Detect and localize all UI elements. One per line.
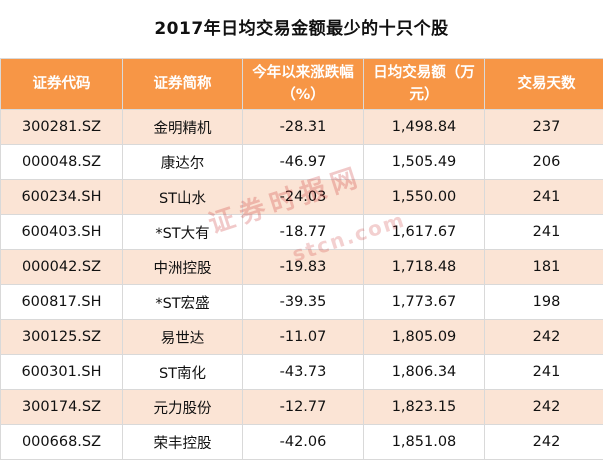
cell-name: *ST大有 <box>122 214 243 250</box>
cell-code: 600403.SH <box>0 214 123 250</box>
cell-name: 康达尔 <box>122 144 243 180</box>
cell-name: 中洲控股 <box>122 249 243 285</box>
table-row: 000048.SZ 康达尔 -46.97 1,505.49 206 <box>0 144 603 180</box>
table-row: 600301.SH ST南化 -43.73 1,806.34 241 <box>0 354 603 390</box>
cell-change: -18.77 <box>242 214 364 250</box>
table-row: 600817.SH *ST宏盛 -39.35 1,773.67 198 <box>0 284 603 320</box>
cell-trade-days: 206 <box>484 144 603 180</box>
cell-trade-days: 181 <box>484 249 603 285</box>
cell-trade-days: 241 <box>484 179 603 215</box>
cell-trade-days: 241 <box>484 354 603 390</box>
cell-code: 300174.SZ <box>0 389 123 425</box>
cell-trade-days: 237 <box>484 109 603 145</box>
cell-avg-volume: 1,773.67 <box>363 284 485 320</box>
cell-avg-volume: 1,805.09 <box>363 319 485 355</box>
page-title: 2017年日均交易金额最少的十只个股 <box>154 19 449 39</box>
cell-change: -42.06 <box>242 424 364 460</box>
table-row: 000668.SZ 荣丰控股 -42.06 1,851.08 242 <box>0 424 603 460</box>
cell-change: -43.73 <box>242 354 364 390</box>
cell-avg-volume: 1,806.34 <box>363 354 485 390</box>
cell-change: -39.35 <box>242 284 364 320</box>
cell-name: 易世达 <box>122 319 243 355</box>
cell-name: ST山水 <box>122 179 243 215</box>
cell-avg-volume: 1,550.00 <box>363 179 485 215</box>
cell-change: -46.97 <box>242 144 364 180</box>
cell-trade-days: 198 <box>484 284 603 320</box>
cell-avg-volume: 1,617.67 <box>363 214 485 250</box>
cell-avg-volume: 1,823.15 <box>363 389 485 425</box>
cell-trade-days: 242 <box>484 319 603 355</box>
cell-code: 000668.SZ <box>0 424 123 460</box>
cell-code: 300125.SZ <box>0 319 123 355</box>
cell-code: 600234.SH <box>0 179 123 215</box>
table-row: 000042.SZ 中洲控股 -19.83 1,718.48 181 <box>0 249 603 285</box>
cell-code: 000048.SZ <box>0 144 123 180</box>
cell-code: 600301.SH <box>0 354 123 390</box>
header-name: 证券简称 <box>122 58 243 110</box>
cell-change: -24.03 <box>242 179 364 215</box>
cell-trade-days: 242 <box>484 389 603 425</box>
cell-name: 金明精机 <box>122 109 243 145</box>
cell-name: 荣丰控股 <box>122 424 243 460</box>
cell-avg-volume: 1,718.48 <box>363 249 485 285</box>
table-header-row: 证券代码 证券简称 今年以来涨跌幅（%） 日均交易额（万元） 交易天数 <box>0 58 603 110</box>
cell-change: -28.31 <box>242 109 364 145</box>
header-trade-days: 交易天数 <box>484 58 603 110</box>
table-row: 300281.SZ 金明精机 -28.31 1,498.84 237 <box>0 109 603 145</box>
cell-name: 元力股份 <box>122 389 243 425</box>
table-row: 300125.SZ 易世达 -11.07 1,805.09 242 <box>0 319 603 355</box>
cell-name: *ST宏盛 <box>122 284 243 320</box>
cell-name: ST南化 <box>122 354 243 390</box>
cell-code: 600817.SH <box>0 284 123 320</box>
cell-code: 300281.SZ <box>0 109 123 145</box>
cell-avg-volume: 1,505.49 <box>363 144 485 180</box>
table-row: 600234.SH ST山水 -24.03 1,550.00 241 <box>0 179 603 215</box>
cell-code: 000042.SZ <box>0 249 123 285</box>
stock-table: 证券代码 证券简称 今年以来涨跌幅（%） 日均交易额（万元） 交易天数 3002… <box>0 58 603 460</box>
cell-trade-days: 242 <box>484 424 603 460</box>
cell-change: -12.77 <box>242 389 364 425</box>
header-avg-volume: 日均交易额（万元） <box>363 58 485 110</box>
cell-trade-days: 241 <box>484 214 603 250</box>
table-row: 600403.SH *ST大有 -18.77 1,617.67 241 <box>0 214 603 250</box>
table-row: 300174.SZ 元力股份 -12.77 1,823.15 242 <box>0 389 603 425</box>
cell-change: -11.07 <box>242 319 364 355</box>
cell-avg-volume: 1,851.08 <box>363 424 485 460</box>
header-code: 证券代码 <box>0 58 123 110</box>
cell-avg-volume: 1,498.84 <box>363 109 485 145</box>
cell-change: -19.83 <box>242 249 364 285</box>
header-change: 今年以来涨跌幅（%） <box>242 58 364 110</box>
